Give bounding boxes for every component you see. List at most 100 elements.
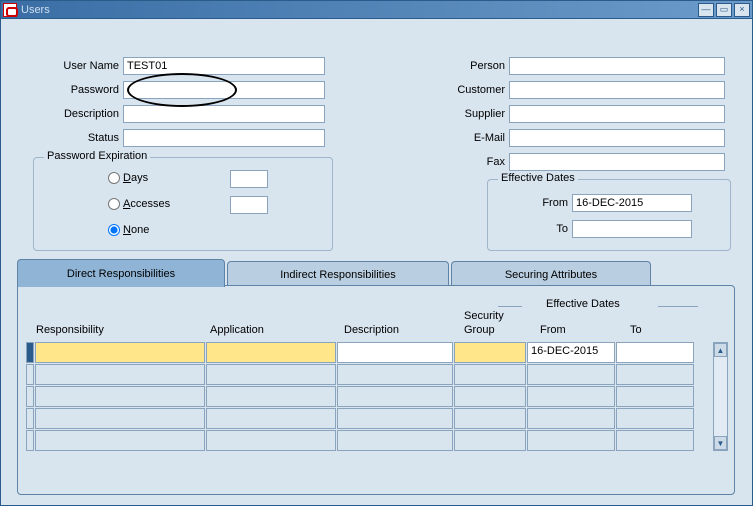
eff-from-label: From	[528, 197, 572, 209]
oracle-icon	[3, 3, 17, 17]
radio-none-row[interactable]: None	[108, 224, 149, 236]
cell-to[interactable]	[616, 364, 694, 385]
table-row[interactable]: 16-DEC-2015	[26, 342, 726, 363]
cell-security_group[interactable]	[454, 386, 526, 407]
cell-application[interactable]	[206, 408, 336, 429]
cell-application[interactable]	[206, 342, 336, 363]
cell-from[interactable]: 16-DEC-2015	[527, 342, 615, 363]
fax-label: Fax	[431, 156, 509, 168]
description-label: Description	[31, 108, 123, 120]
cell-responsibility[interactable]	[35, 386, 205, 407]
table-row[interactable]	[26, 386, 726, 407]
table-row[interactable]	[26, 364, 726, 385]
cell-security_group[interactable]	[454, 342, 526, 363]
close-button[interactable]: ×	[734, 3, 750, 17]
content-area: User Name Password Description Status Pe…	[1, 19, 752, 505]
eff-from-field[interactable]	[572, 194, 692, 212]
customer-field[interactable]	[509, 81, 725, 99]
grid-head-security2: Group	[464, 324, 495, 336]
grid-head-description: Description	[344, 324, 399, 336]
cell-responsibility[interactable]	[35, 408, 205, 429]
tab-securing[interactable]: Securing Attributes	[451, 261, 651, 287]
row-marker[interactable]	[26, 364, 34, 385]
minimize-button[interactable]: —	[698, 3, 714, 17]
person-label: Person	[431, 60, 509, 72]
password-expiration-group: Password Expiration Days Accesses None	[33, 157, 333, 251]
supplier-label: Supplier	[431, 108, 509, 120]
eff-to-label: To	[528, 223, 572, 235]
tab-indirect[interactable]: Indirect Responsibilities	[227, 261, 449, 287]
cell-responsibility[interactable]	[35, 430, 205, 451]
cell-to[interactable]	[616, 430, 694, 451]
eff-line-left	[498, 306, 522, 307]
radio-days[interactable]	[108, 172, 120, 184]
table-row[interactable]	[26, 430, 726, 451]
titlebar[interactable]: Users — ▭ ×	[1, 1, 752, 19]
email-label: E-Mail	[431, 132, 509, 144]
row-marker[interactable]	[26, 386, 34, 407]
eff-line-right	[658, 306, 698, 307]
radio-accesses-row[interactable]: Accesses	[108, 198, 170, 210]
cell-from[interactable]	[527, 364, 615, 385]
password-field[interactable]	[123, 81, 325, 99]
days-value-box[interactable]	[230, 170, 268, 188]
tab-direct[interactable]: Direct Responsibilities	[17, 259, 225, 287]
cell-application[interactable]	[206, 386, 336, 407]
radio-none-label: one	[131, 224, 149, 236]
fax-field[interactable]	[509, 153, 725, 171]
cell-security_group[interactable]	[454, 430, 526, 451]
scroll-down-button[interactable]: ▼	[714, 436, 727, 450]
cell-from[interactable]	[527, 430, 615, 451]
cell-responsibility[interactable]	[35, 364, 205, 385]
email-field[interactable]	[509, 129, 725, 147]
grid-body: 16-DEC-2015	[26, 342, 726, 452]
radio-accesses-label: ccesses	[130, 198, 170, 210]
supplier-field[interactable]	[509, 105, 725, 123]
cell-security_group[interactable]	[454, 364, 526, 385]
cell-security_group[interactable]	[454, 408, 526, 429]
cell-responsibility[interactable]	[35, 342, 205, 363]
cell-description[interactable]	[337, 430, 453, 451]
effective-dates-group: Effective Dates From To	[487, 179, 731, 251]
user-name-field[interactable]	[123, 57, 325, 75]
cell-to[interactable]	[616, 408, 694, 429]
cell-description[interactable]	[337, 386, 453, 407]
row-marker[interactable]	[26, 342, 34, 363]
cell-from[interactable]	[527, 408, 615, 429]
accesses-value-box[interactable]	[230, 196, 268, 214]
eff-to-field[interactable]	[572, 220, 692, 238]
cell-description[interactable]	[337, 342, 453, 363]
cell-to[interactable]	[616, 342, 694, 363]
grid-head-to: To	[630, 324, 642, 336]
password-label: Password	[31, 84, 123, 96]
radio-days-row[interactable]: Days	[108, 172, 148, 184]
grid-head-from: From	[540, 324, 566, 336]
cell-application[interactable]	[206, 364, 336, 385]
row-marker[interactable]	[26, 430, 34, 451]
table-row[interactable]	[26, 408, 726, 429]
cell-description[interactable]	[337, 408, 453, 429]
grid-head-security1: Security	[464, 310, 504, 322]
description-field[interactable]	[123, 105, 325, 123]
effective-dates-legend: Effective Dates	[498, 172, 578, 184]
radio-days-label: ays	[131, 172, 148, 184]
person-field[interactable]	[509, 57, 725, 75]
grid-head-application: Application	[210, 324, 264, 336]
radio-accesses[interactable]	[108, 198, 120, 210]
cell-description[interactable]	[337, 364, 453, 385]
maximize-button[interactable]: ▭	[716, 3, 732, 17]
status-field[interactable]	[123, 129, 325, 147]
status-label: Status	[31, 132, 123, 144]
cell-to[interactable]	[616, 386, 694, 407]
grid-scrollbar[interactable]: ▲ ▼	[713, 342, 728, 451]
customer-label: Customer	[431, 84, 509, 96]
row-marker[interactable]	[26, 408, 34, 429]
cell-application[interactable]	[206, 430, 336, 451]
users-window: Users — ▭ × User Name Password Descripti…	[0, 0, 753, 506]
radio-none[interactable]	[108, 224, 120, 236]
grid-effective-dates-label: Effective Dates	[546, 298, 620, 310]
tab-bar: Direct Responsibilities Indirect Respons…	[17, 261, 735, 287]
cell-from[interactable]	[527, 386, 615, 407]
scroll-up-button[interactable]: ▲	[714, 343, 727, 357]
password-expiration-legend: Password Expiration	[44, 150, 150, 162]
